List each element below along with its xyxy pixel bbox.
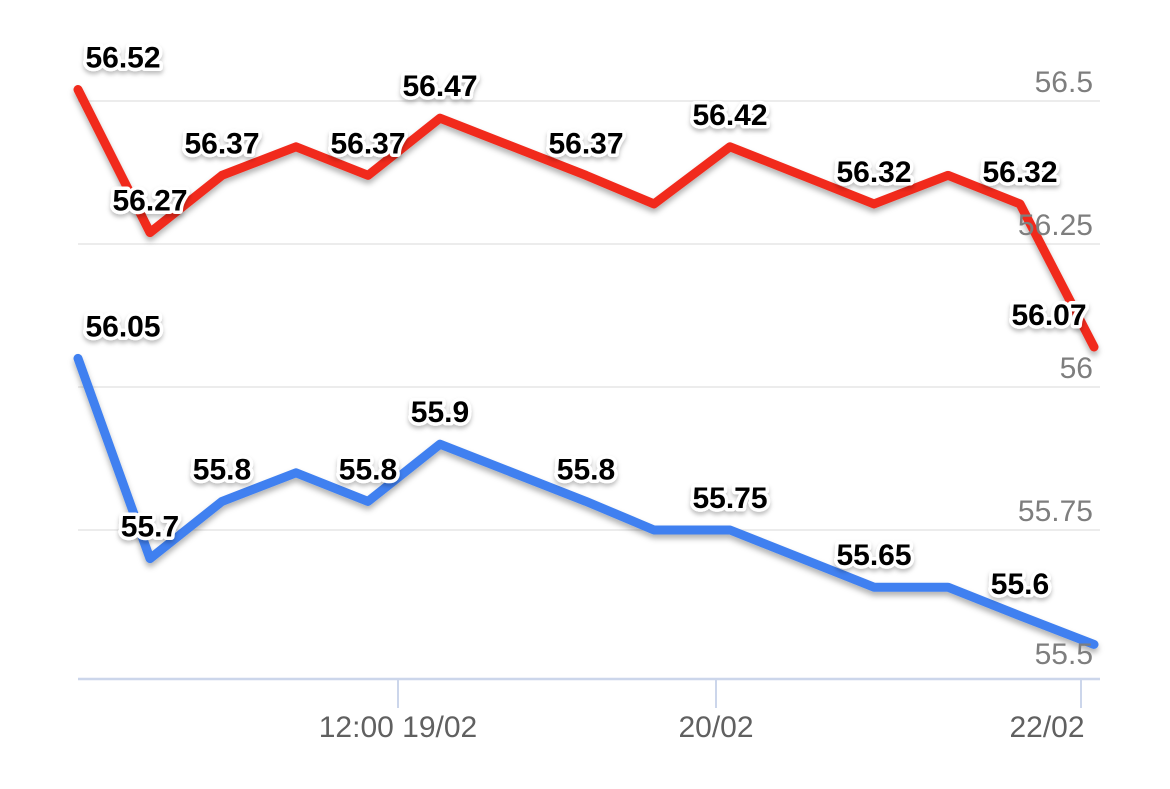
axis-labels-layer: 56.5 56.25 56 55.75 55.5 12:00 19/02 20/02 22/0…	[319, 66, 1093, 744]
data-point-label: 56.37	[548, 127, 623, 160]
x-axis-label: 20/02	[678, 711, 753, 744]
y-axis-label: 56	[1060, 352, 1093, 385]
data-point-label: 55.6	[991, 568, 1049, 601]
y-axis-label: 55.75	[1018, 495, 1093, 528]
gridlines-layer	[78, 100, 1100, 531]
data-point-label: 56.37	[184, 127, 259, 160]
x-axis-label: 22/02	[1009, 711, 1084, 744]
data-point-label: 56.32	[982, 156, 1057, 189]
data-point-label: 56.05	[85, 310, 160, 343]
data-point-label: 56.07	[1011, 299, 1086, 332]
data-point-label: 55.65	[836, 539, 911, 572]
series-layer	[73, 85, 1099, 649]
data-point-label: 56.37	[330, 127, 405, 160]
lower-blue-series-line	[73, 353, 1099, 649]
data-point-label: 55.9	[411, 396, 469, 429]
y-axis-label: 56.25	[1018, 209, 1093, 242]
data-point-label: 55.8	[193, 453, 251, 486]
x-axis-layer	[78, 677, 1100, 708]
data-point-label: 55.7	[121, 511, 179, 544]
y-axis-label: 56.5	[1035, 66, 1093, 99]
data-point-label: 55.8	[557, 453, 615, 486]
data-point-label: 55.8	[339, 453, 397, 486]
data-point-label: 56.42	[692, 99, 767, 132]
data-point-label: 56.47	[402, 70, 477, 103]
data-labels-layer: 56.52 56.27 56.37 56.37 56.47 56.37 56.42 56.32…	[82, 38, 1090, 604]
y-axis-label: 55.5	[1035, 638, 1093, 671]
data-point-label: 56.32	[836, 156, 911, 189]
data-point-label: 56.52	[85, 42, 160, 75]
data-point-label: 55.75	[692, 482, 767, 515]
data-point-label: 56.27	[112, 185, 187, 218]
x-axis-label: 12:00 19/02	[319, 711, 477, 744]
upper-red-series-line	[73, 85, 1099, 352]
